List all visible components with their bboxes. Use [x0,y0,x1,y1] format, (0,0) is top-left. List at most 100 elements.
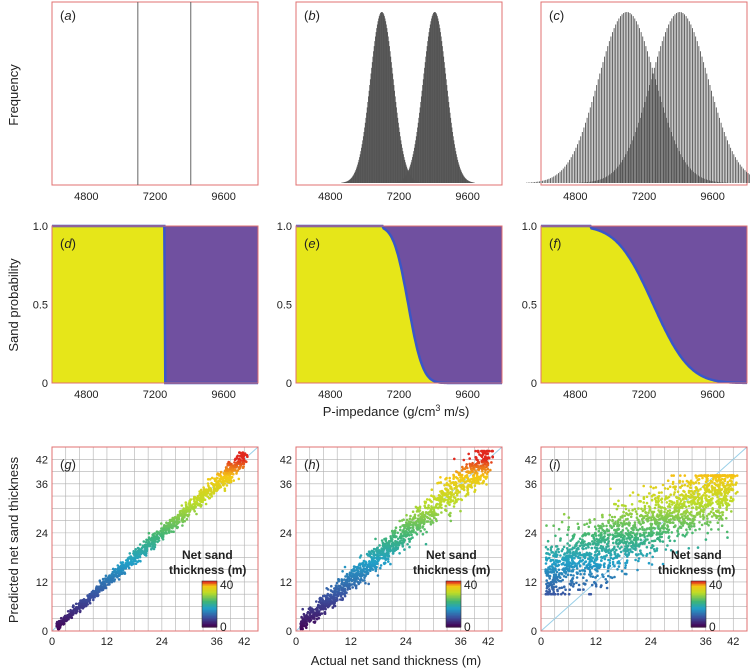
scatter-point [679,474,682,477]
scatter-point [421,532,425,536]
scatter-point [694,474,697,477]
predicted-thickness-axis-label: Predicted net sand thickness [6,456,21,623]
scatter-point [182,516,185,519]
legend-max-label: 40 [220,578,234,592]
scatter-point [332,599,335,603]
legend-colorbar-segment [202,620,217,623]
scatter-point [341,597,345,601]
scatter-point [351,586,355,589]
scatter-point [573,556,576,560]
scatter-point [411,521,415,524]
scatter-point [485,472,489,476]
scatter-point [725,517,728,520]
scatter-point [396,531,400,535]
scatter-point [425,498,429,501]
scatter-point [359,577,363,581]
scatter-point [329,589,333,592]
scatter-point [157,539,161,542]
legend-colorbar-segment [202,616,217,619]
scatter-point [596,563,600,566]
scatter-point [688,481,692,485]
scatter-point [466,489,469,492]
scatter-point [625,546,629,550]
scatter-point [228,476,232,480]
scatter-point [608,524,612,527]
scatter-point [685,479,689,483]
scatter-point [566,573,570,576]
scatter-point [465,475,469,479]
scatter-point [588,565,592,568]
scatter-point [129,560,133,563]
scatter-point [667,518,671,522]
scatter-point [439,476,442,479]
scatter-point [677,510,680,513]
scatter-point [317,614,320,617]
scatter-point [104,574,108,578]
scatter-point [386,557,390,561]
scatter-point [703,522,707,525]
scatter-point [593,539,596,542]
scatter-point [653,522,657,525]
scatter-point [591,575,595,578]
scatter-point [664,495,668,498]
scatter-point [343,594,347,598]
scatter-point [399,528,402,532]
scatter-point [580,540,584,543]
scatter-point [723,484,726,488]
scatter-point [69,608,72,612]
scatter-point [201,500,204,504]
scatter-point [491,455,495,459]
scatter-point [607,519,610,523]
scatter-point [116,564,120,567]
legend-title-line2: thickness (m) [413,563,490,577]
scatter-point [165,527,169,530]
scatter-point [625,572,628,576]
scatter-point [730,510,733,513]
scatter-point [674,488,677,491]
scatter-point [692,522,696,526]
scatter-point [406,533,409,537]
scatter-point [484,458,488,462]
scatter-point [674,507,677,510]
scatter-point [110,579,114,583]
scatter-point [129,557,133,560]
scatter-point [627,513,630,517]
probability-panel-e: 0 0.5 1.0 4800 7200 9600 (e) [277,221,503,401]
scatter-point [710,528,713,531]
scatter-point [144,554,148,557]
scatter-point [556,592,560,596]
scatter-point [223,482,227,485]
legend-colorbar-segment [446,584,461,587]
scatter-point [223,487,227,491]
scatter-point [163,525,166,528]
probability-panel-d: 0 0.5 1.0 4800 7200 9600 (d) [33,221,259,401]
scatter-point [712,474,715,477]
panels: 4800 7200 9600 (a) 4800 7200 9600 (b) 4800 7200 96… [33,1,750,648]
scatter-point [634,510,638,513]
scatter-point [457,472,461,475]
scatter-point [421,515,424,518]
scatter-point [645,501,649,505]
scatter-point [604,578,607,581]
scatter-point [591,556,595,560]
scatter-point [342,584,346,588]
scatter-point [335,581,339,585]
scatter-point [688,486,692,489]
scatter-point [677,527,680,530]
scatter-point [409,520,412,524]
scatter-point [143,549,147,553]
scatter-point [693,496,697,499]
scatter-point [657,522,660,525]
histogram-panel-b: 4800 7200 9600 (b) [295,1,503,203]
scatter-point [101,577,105,581]
legend-colorbar-segment [202,613,217,616]
scatter-point [634,546,637,550]
legend-colorbar-segment [446,600,461,604]
scatter-point [611,518,614,522]
scatter-point [217,482,220,486]
scatter-point [444,493,448,497]
scatter-point [725,508,728,512]
scatter-point [637,543,641,546]
scatter-point [719,481,722,484]
scatter-point [590,566,594,570]
